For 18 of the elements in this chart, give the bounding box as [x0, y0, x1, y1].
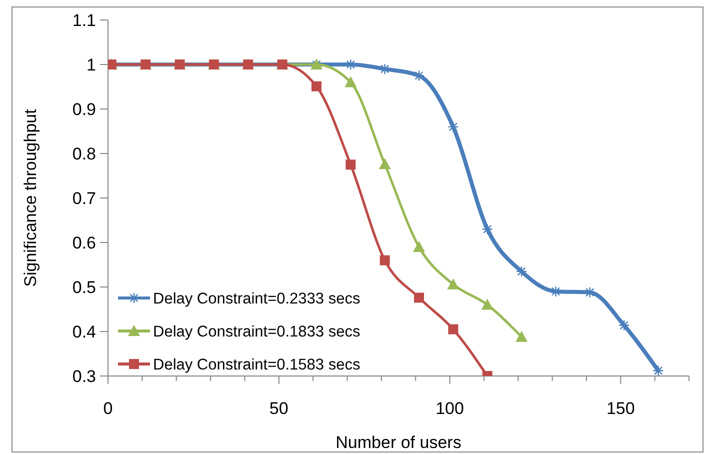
y-tick-label: 0.8 — [72, 144, 96, 164]
y-tick-label: 0.7 — [72, 188, 96, 208]
y-tick-label: 0.6 — [72, 233, 96, 252]
y-axis-title: Significance throughput — [21, 108, 40, 287]
legend-label: Delay Constraint=0.1833 secs — [153, 323, 360, 340]
y-tick-label: 0.9 — [72, 100, 96, 119]
x-tick-label: 100 — [436, 399, 464, 418]
y-tick-label: 0.3 — [72, 366, 96, 386]
x-tick-label: 0 — [103, 399, 113, 418]
y-tick-label: 1 — [86, 55, 96, 74]
legend-label: Delay Constraint=0.2333 secs — [153, 290, 360, 308]
y-tick-label: 0.4 — [72, 322, 96, 342]
legend-label: Delay Constraint=0.1583 secs — [153, 356, 360, 374]
y-tick-label: 1.1 — [72, 10, 96, 30]
x-tick-label: 150 — [606, 399, 635, 418]
x-axis-title: Number of users — [336, 433, 462, 452]
y-tick-label: 0.5 — [72, 278, 96, 297]
x-tick-label: 50 — [269, 399, 288, 418]
